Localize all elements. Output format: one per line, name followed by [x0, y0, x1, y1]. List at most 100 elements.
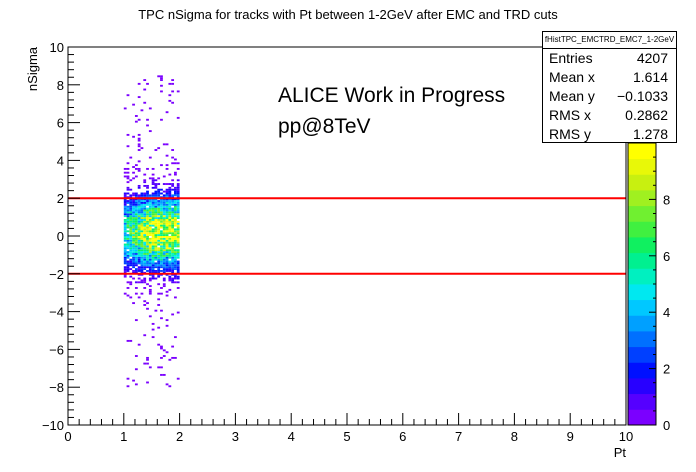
histogram-bin	[165, 245, 169, 248]
histogram-bin	[123, 236, 127, 238]
histogram-bin	[174, 228, 177, 231]
histogram-bin	[143, 200, 147, 202]
histogram-bin	[137, 211, 141, 214]
histogram-bin	[151, 177, 155, 180]
histogram-bin	[157, 247, 161, 250]
histogram-bin	[137, 296, 141, 299]
histogram-bin	[157, 266, 161, 269]
histogram-bin	[146, 200, 149, 202]
histogram-bin	[143, 254, 147, 257]
histogram-bin	[157, 211, 161, 214]
histogram-bin	[126, 201, 130, 204]
histogram-bin	[134, 383, 138, 386]
histogram-bin	[157, 177, 161, 180]
histogram-bin	[174, 277, 177, 280]
histogram-bin	[137, 220, 141, 223]
histogram-bin	[123, 232, 127, 235]
histogram-bin	[134, 164, 138, 167]
histogram-bin	[148, 243, 152, 246]
annotation-energy: pp@8TeV	[278, 115, 371, 138]
histogram-bin	[176, 186, 180, 189]
histogram-bin	[140, 205, 144, 208]
colorbar-segment	[628, 221, 656, 238]
histogram-bin	[148, 200, 152, 202]
histogram-bin	[151, 222, 155, 225]
histogram-bin	[126, 230, 130, 233]
histogram-bin	[157, 207, 161, 210]
x-tick-label: 2	[176, 429, 183, 444]
histogram-bin	[162, 224, 166, 227]
histogram-bin	[176, 188, 180, 191]
histogram-bin	[162, 279, 166, 282]
histogram-bin	[176, 253, 180, 255]
histogram-bin	[146, 230, 149, 233]
histogram-bin	[123, 203, 127, 206]
histogram-bin	[148, 251, 152, 254]
histogram-bin	[176, 205, 180, 208]
histogram-bin	[146, 262, 149, 265]
histogram-bin	[132, 203, 135, 206]
histogram-bin	[140, 201, 144, 204]
histogram-bin	[137, 266, 141, 269]
histogram-bin	[146, 247, 149, 250]
histogram-bin	[160, 253, 163, 255]
histogram-bin	[129, 260, 133, 263]
histogram-bin	[140, 243, 144, 246]
histogram-bin	[160, 239, 163, 242]
histogram-bin	[148, 254, 152, 257]
histogram-bin	[176, 217, 180, 219]
histogram-bin	[148, 234, 152, 236]
histogram-bin	[143, 300, 147, 303]
histogram-bin	[171, 256, 175, 259]
histogram-bin	[123, 270, 127, 272]
histogram-bin	[174, 186, 177, 189]
histogram-bin	[174, 207, 177, 210]
histogram-bin	[146, 264, 149, 267]
y-tick-label: 4	[57, 153, 64, 168]
histogram-bin	[168, 222, 172, 225]
histogram-bin	[176, 184, 180, 187]
y-tick-label: 2	[57, 191, 64, 206]
histogram-bin	[146, 381, 149, 384]
histogram-bin	[171, 228, 175, 231]
histogram-bin	[129, 262, 133, 265]
histogram-bin	[140, 236, 144, 238]
histogram-bin	[171, 243, 175, 246]
histogram-bin	[165, 183, 169, 185]
histogram-bin	[137, 256, 141, 259]
histogram-bin	[143, 207, 147, 210]
histogram-bin	[137, 184, 141, 187]
histogram-bin	[132, 201, 135, 204]
histogram-bin	[160, 84, 163, 87]
histogram-bin	[162, 228, 166, 231]
histogram-bin	[162, 232, 166, 235]
histogram-bin	[174, 356, 177, 359]
histogram-bin	[168, 224, 172, 227]
histogram-bin	[134, 292, 138, 295]
histogram-bin	[154, 239, 158, 242]
histogram-bin	[129, 207, 133, 210]
histogram-bin	[157, 256, 161, 259]
histogram-bin	[162, 215, 166, 218]
histogram-bin	[168, 288, 172, 291]
histogram-bin	[165, 243, 169, 246]
histogram-bin	[165, 190, 169, 193]
histogram-bin	[129, 234, 133, 236]
histogram-bin	[137, 262, 141, 265]
stats-value: 1.614	[632, 69, 668, 85]
histogram-bin	[165, 218, 169, 221]
histogram-bin	[157, 243, 161, 246]
histogram-bin	[134, 319, 138, 322]
histogram-bin	[157, 217, 161, 219]
histogram-bin	[137, 143, 141, 146]
histogram-bin	[126, 145, 130, 148]
histogram-bin	[171, 218, 175, 221]
histogram-bin	[174, 254, 177, 257]
histogram-bin	[146, 190, 149, 193]
histogram-bin	[137, 251, 141, 254]
histogram-bin	[160, 79, 163, 82]
histogram-bin	[148, 262, 152, 265]
histogram-bin	[126, 264, 130, 267]
histogram-bin	[126, 211, 130, 214]
histogram-bin	[165, 194, 169, 197]
